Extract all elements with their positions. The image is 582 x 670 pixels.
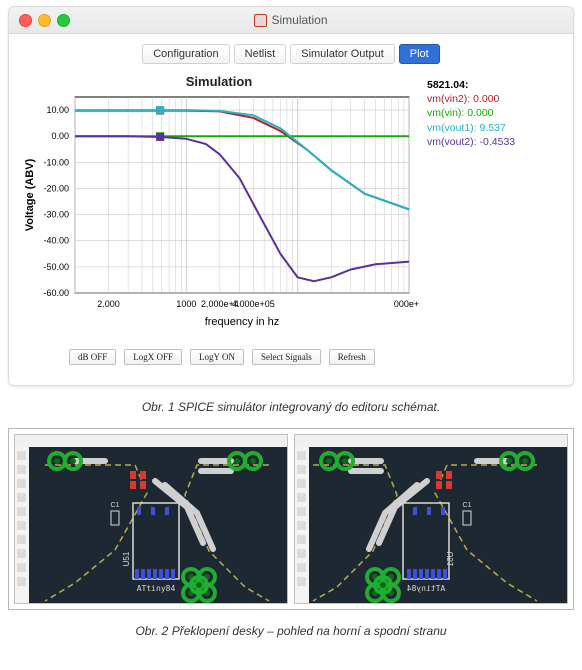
svg-text:ATtiny84: ATtiny84 — [137, 584, 176, 593]
pcb-view-top: C1 ATtiny84 U51 — [14, 434, 288, 604]
chart-title: Simulation — [19, 70, 419, 91]
svg-text:-20.00: -20.00 — [43, 183, 69, 193]
svg-text:10.00: 10.00 — [46, 105, 69, 115]
legend-item: vm(vin2): 0.000 — [427, 92, 515, 106]
chart-toolbar: dB OFF LogX OFF LogY ON Select Signals Refre… — [9, 337, 573, 385]
toolbar-button[interactable]: LogY ON — [190, 349, 244, 365]
svg-text:-40.00: -40.00 — [43, 236, 69, 246]
tab-configuration[interactable]: Configuration — [142, 44, 229, 64]
legend-cursor-x: 5821.04: — [427, 78, 515, 92]
simulation-chart: 10.00 0.00 -10.00 -20.00 -30.00 -40.00 -50.00 -… — [19, 91, 419, 331]
tab-netlist[interactable]: Netlist — [234, 44, 287, 64]
svg-text:U51: U51 — [446, 552, 455, 567]
pcb-view-bottom: C1 ATtiny84 U51 — [294, 434, 568, 604]
legend-item: vm(vout2): -0.4533 — [427, 135, 515, 149]
legend-item: vm(vout1): 9.537 — [427, 121, 515, 135]
svg-text:C1: C1 — [463, 502, 472, 509]
svg-text:-30.00: -30.00 — [43, 210, 69, 220]
window-controls — [9, 14, 70, 27]
svg-text:2.000: 2.000 — [97, 299, 120, 309]
chart-legend: 5821.04: vm(vin2): 0.000vm(vin): 0.000vm… — [419, 70, 519, 149]
legend-item: vm(vin): 0.000 — [427, 106, 515, 120]
svg-text:-60.00: -60.00 — [43, 288, 69, 298]
tab-simulator-output[interactable]: Simulator Output — [290, 44, 395, 64]
window-title: Simulation — [271, 13, 327, 27]
svg-text:000e+6: 000e+6 — [394, 299, 419, 309]
svg-text:0.00: 0.00 — [51, 131, 69, 141]
close-icon[interactable] — [19, 14, 32, 27]
toolbar-button[interactable]: Refresh — [329, 349, 375, 365]
svg-text:4.000e+05: 4.000e+05 — [232, 299, 275, 309]
app-icon — [254, 14, 267, 27]
caption-2: Obr. 2 Překlopení desky – pohled na horn… — [8, 624, 574, 638]
zoom-icon[interactable] — [57, 14, 70, 27]
tabrow: Configuration Netlist Simulator Output P… — [9, 34, 573, 70]
toolbar-button[interactable]: Select Signals — [252, 349, 321, 365]
pcb-figure: C1 ATtiny84 U51 C1 ATtiny84 U51 — [8, 428, 574, 610]
svg-text:C1: C1 — [111, 502, 120, 509]
simulation-window: Simulation Configuration Netlist Simulat… — [8, 6, 574, 386]
caption-1: Obr. 1 SPICE simulátor integrovaný do ed… — [8, 400, 574, 414]
svg-text:U51: U51 — [122, 551, 131, 566]
tab-plot[interactable]: Plot — [399, 44, 440, 64]
svg-text:ATtiny84: ATtiny84 — [407, 584, 446, 593]
toolbar-button[interactable]: dB OFF — [69, 349, 116, 365]
svg-text:1000: 1000 — [176, 299, 196, 309]
minimize-icon[interactable] — [38, 14, 51, 27]
toolbar-button[interactable]: LogX OFF — [124, 349, 182, 365]
svg-text:frequency in hz: frequency in hz — [205, 316, 280, 328]
svg-text:-50.00: -50.00 — [43, 262, 69, 272]
svg-text:Voltage (ABV): Voltage (ABV) — [24, 158, 36, 231]
titlebar: Simulation — [9, 7, 573, 34]
svg-text:-10.00: -10.00 — [43, 157, 69, 167]
